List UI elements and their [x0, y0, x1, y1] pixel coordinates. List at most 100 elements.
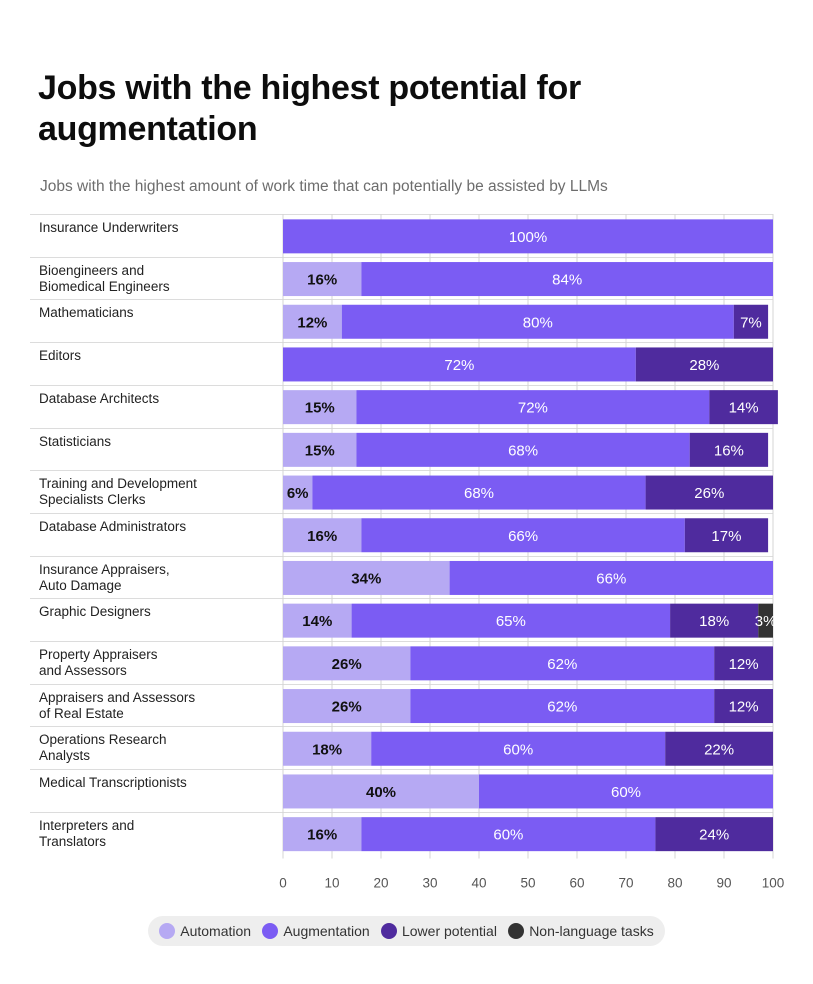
bar-augmentation — [361, 262, 773, 297]
data-label: 14% — [729, 400, 759, 417]
data-label: 80% — [523, 314, 553, 331]
legend-item-non-language: Non-language tasks — [508, 923, 654, 939]
data-label: 16% — [714, 442, 744, 459]
legend-item-augmentation: Augmentation — [262, 923, 370, 939]
row-separator — [30, 769, 773, 771]
legend-label-non-language: Non-language tasks — [529, 923, 654, 939]
bar-augmentation — [479, 774, 773, 809]
bar-augmentation — [341, 304, 734, 339]
row-separator — [30, 214, 773, 215]
category-label: Insurance Appraisers, Auto Damage — [39, 561, 170, 593]
data-label: 26% — [694, 485, 724, 502]
bar-lower_potential — [684, 518, 769, 553]
row-separator — [30, 384, 773, 386]
row-separator — [30, 811, 773, 813]
bar-lower_potential — [689, 432, 769, 467]
legend-item-lower-potential: Lower potential — [380, 923, 497, 939]
x-tick-label: 70 — [618, 876, 633, 891]
bar-augmentation — [283, 219, 773, 254]
legend-swatch-lower-potential — [380, 923, 397, 939]
bar-automation — [283, 774, 479, 809]
category-label: Database Architects — [39, 390, 160, 406]
x-tick-label: 10 — [324, 876, 339, 891]
data-label: 14% — [302, 613, 332, 630]
bar-augmentation — [356, 390, 710, 425]
bar-augmentation — [449, 560, 773, 595]
data-label: 18% — [312, 741, 342, 758]
data-label: 15% — [305, 442, 335, 459]
category-label: Statisticians — [39, 433, 112, 449]
data-label: 68% — [464, 485, 494, 502]
bar-automation — [283, 560, 450, 595]
category-label: Medical Transcriptionists — [39, 775, 187, 791]
bar-automation — [283, 817, 362, 852]
data-label: 26% — [332, 656, 362, 673]
bar-automation — [283, 518, 362, 553]
bar-automation — [283, 689, 411, 724]
bar-lower_potential — [714, 689, 773, 724]
category-label: Database Administrators — [39, 518, 187, 534]
row-separator — [30, 641, 773, 642]
bar-lower_potential — [714, 646, 773, 681]
data-label: 84% — [552, 272, 582, 289]
data-label: 16% — [307, 528, 337, 545]
row-separator — [30, 555, 773, 557]
bar-augmentation — [312, 475, 646, 510]
category-label: Interpreters and Translators — [39, 817, 135, 849]
bar-automation — [283, 603, 352, 638]
bar-non_language — [758, 603, 773, 638]
data-label: 66% — [508, 528, 538, 545]
bar-lower_potential — [670, 603, 759, 638]
data-label: 40% — [366, 784, 396, 801]
legend-item-automation: Automation — [159, 923, 251, 939]
data-label: 62% — [547, 656, 577, 673]
data-label: 12% — [297, 314, 327, 331]
data-label: 24% — [699, 827, 729, 844]
bar-automation — [283, 262, 362, 297]
legend-swatch-augmentation — [262, 923, 279, 939]
data-label: 18% — [699, 613, 729, 630]
x-tick-label: 100 — [762, 876, 785, 891]
data-label: 68% — [508, 442, 538, 459]
bar-augmentation — [361, 518, 685, 553]
data-label: 16% — [307, 272, 337, 289]
data-label: 60% — [503, 741, 533, 758]
row-separator — [30, 512, 773, 514]
row-separator — [30, 470, 773, 472]
data-label: 66% — [596, 570, 626, 587]
bar-automation — [283, 432, 357, 467]
bar-automation — [283, 475, 313, 510]
x-tick-label: 90 — [716, 876, 731, 891]
bar-augmentation — [410, 689, 715, 724]
bar-augmentation — [361, 817, 656, 852]
category-label: Operations Research Analysts — [39, 732, 167, 764]
bar-lower_potential — [665, 731, 773, 766]
bar-automation — [283, 731, 372, 766]
row-separator — [30, 726, 773, 728]
bar-augmentation — [371, 731, 666, 766]
data-label: 15% — [305, 400, 335, 417]
x-tick-label: 20 — [373, 876, 388, 891]
row-separator — [30, 598, 773, 600]
data-label: 22% — [704, 741, 734, 758]
category-label: Appraisers and Assessors of Real Estate — [39, 689, 196, 721]
legend-swatch-non-language — [508, 923, 525, 939]
category-label: Bioengineers and Biomedical Engineers — [39, 262, 170, 294]
legend-swatch-automation — [159, 923, 176, 939]
row-separator — [30, 427, 773, 429]
bar-augmentation — [283, 347, 636, 382]
row-separator — [30, 342, 773, 344]
bar-augmentation — [351, 603, 671, 638]
legend-label-augmentation: Augmentation — [283, 923, 370, 939]
bar-lower_potential — [655, 817, 773, 852]
bar-augmentation — [410, 646, 715, 681]
bar-augmentation — [356, 432, 690, 467]
x-tick-label: 30 — [422, 876, 437, 891]
chart-subtitle: Jobs with the highest amount of work tim… — [40, 178, 608, 195]
legend-label-automation: Automation — [180, 923, 252, 939]
data-label: 72% — [518, 400, 548, 417]
category-label: Training and Development Specialists Cler… — [39, 476, 197, 508]
data-label: 60% — [611, 784, 641, 801]
data-label: 62% — [547, 699, 577, 716]
